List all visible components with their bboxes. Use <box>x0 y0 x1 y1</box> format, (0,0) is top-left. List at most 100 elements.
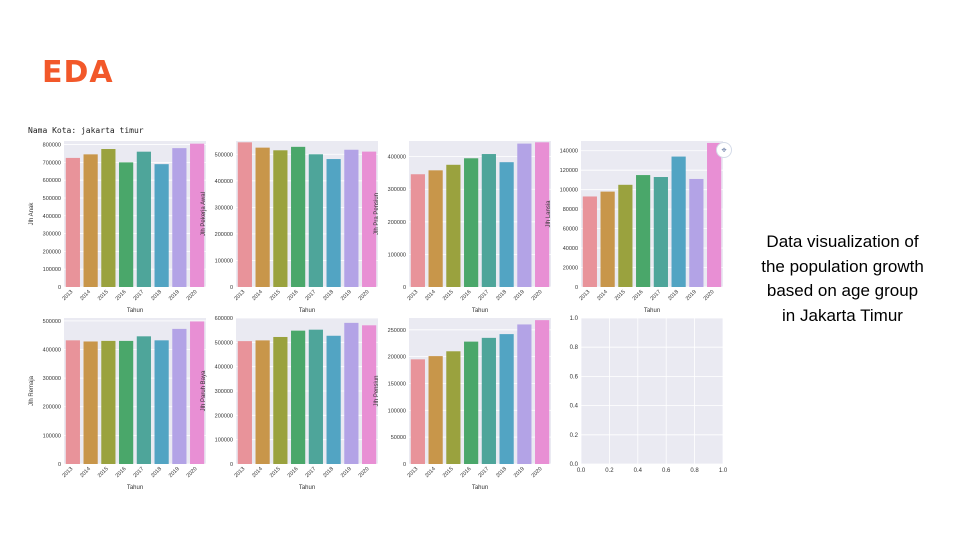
x-tick-label: 2014 <box>79 289 92 302</box>
bar <box>481 337 496 464</box>
y-tick-label: 0 <box>575 285 578 291</box>
y-tick-label: 0 <box>58 462 61 468</box>
bar <box>237 341 252 464</box>
y-tick-label: 200000 <box>215 232 233 238</box>
bar <box>136 336 151 464</box>
x-tick-label: 0.4 <box>634 468 643 474</box>
bar <box>65 340 80 464</box>
bar <box>154 164 169 287</box>
x-tick-label: 2018 <box>495 289 508 302</box>
bar <box>517 324 532 464</box>
y-tick-label: 250000 <box>388 328 406 334</box>
x-tick-label: 2020 <box>358 466 371 479</box>
x-tick-label: 2017 <box>304 289 317 302</box>
x-tick-label: 2019 <box>340 466 353 479</box>
x-axis-label: Tahun <box>299 485 315 491</box>
x-tick-label: 2018 <box>495 466 508 479</box>
x-tick-label: 0.8 <box>690 468 699 474</box>
y-tick-label: 0 <box>230 462 233 468</box>
y-tick-label: 200000 <box>43 405 61 411</box>
y-tick-label: 300000 <box>43 376 61 382</box>
x-axis-label: Tahun <box>472 308 488 314</box>
y-tick-label: 700000 <box>43 160 61 166</box>
y-tick-label: 400000 <box>388 155 406 161</box>
y-tick-label: 400000 <box>43 347 61 353</box>
y-tick-label: 500000 <box>215 152 233 158</box>
y-tick-label: 50000 <box>391 435 406 441</box>
y-axis-label: Jlh Paruh Baya <box>201 370 207 411</box>
y-axis-label: Jlh Lansia <box>546 200 552 228</box>
y-tick-label: 300000 <box>388 187 406 193</box>
y-tick-label: 100000 <box>215 438 233 444</box>
y-tick-label: 200000 <box>388 220 406 226</box>
bar <box>65 157 80 287</box>
x-tick-label: 2013 <box>406 289 419 302</box>
x-tick-label: 2015 <box>269 466 282 479</box>
x-tick-label: 2019 <box>685 289 698 302</box>
bar <box>362 151 377 287</box>
y-tick-label: 600000 <box>43 178 61 184</box>
bar <box>362 325 377 464</box>
y-tick-label: 100000 <box>215 258 233 264</box>
bar <box>172 148 187 287</box>
x-tick-label: 2015 <box>442 466 455 479</box>
chart-empty-axes: 0.0 0.2 0.4 0.6 0.8 1.0 0.0 0.2 0.4 0.6 0.8 1.0 <box>545 312 728 492</box>
x-tick-label: 2019 <box>513 466 526 479</box>
x-axis-label: Tahun <box>127 485 143 491</box>
bar <box>689 178 704 287</box>
y-tick-label: 0 <box>58 285 61 291</box>
x-tick-label: 2014 <box>424 466 437 479</box>
x-tick-label: 2020 <box>358 289 371 302</box>
bar <box>154 340 169 464</box>
x-tick-label: 2020 <box>531 466 544 479</box>
bar <box>446 351 461 464</box>
y-axis-label: Jlh Pekerja Awal <box>201 192 207 236</box>
bar <box>101 340 116 464</box>
y-tick-label: 0.0 <box>570 462 579 468</box>
chart-jlh-paruh-baya: 0 100000 200000 300000 400000 500000 600000 201… <box>200 312 380 492</box>
chart-jlh-remaja: 0 100000 200000 300000 400000 500000 2013 2014 2… <box>28 312 208 492</box>
y-tick-label: 200000 <box>388 355 406 361</box>
y-tick-label: 0.2 <box>570 433 579 439</box>
bar <box>291 330 306 464</box>
bar <box>172 328 187 464</box>
x-tick-label: 2016 <box>460 466 473 479</box>
y-tick-label: 200000 <box>43 249 61 255</box>
y-tick-label: 140000 <box>560 149 578 155</box>
x-tick-label: 2016 <box>632 289 645 302</box>
y-tick-label: 100000 <box>43 267 61 273</box>
y-tick-label: 400000 <box>43 214 61 220</box>
bar <box>499 334 514 464</box>
x-tick-label: 2017 <box>132 289 145 302</box>
y-tick-label: 200000 <box>215 413 233 419</box>
y-tick-label: 0 <box>403 462 406 468</box>
y-tick-label: 120000 <box>560 168 578 174</box>
x-tick-label: 2014 <box>251 466 264 479</box>
bar <box>446 164 461 287</box>
y-axis-label: Jlh Anak <box>29 202 35 226</box>
lens-search-icon[interactable]: ⌖ <box>716 142 732 158</box>
x-tick-label: 2015 <box>269 289 282 302</box>
x-tick-label: 2015 <box>97 466 110 479</box>
bar <box>499 162 514 287</box>
y-tick-label: 500000 <box>43 196 61 202</box>
bar <box>344 322 359 464</box>
y-tick-label: 300000 <box>215 205 233 211</box>
chart-jlh-anak: 0 100000 200000 300000 400000 500000 600000 700… <box>28 135 208 315</box>
y-tick-label: 100000 <box>388 252 406 258</box>
bar <box>653 177 668 287</box>
bar <box>535 142 550 287</box>
y-tick-label: 400000 <box>215 365 233 371</box>
y-axis-label: Jlh Remaja <box>29 375 35 406</box>
y-tick-label: 800000 <box>43 143 61 149</box>
y-tick-label: 600000 <box>215 316 233 322</box>
x-tick-label: 2019 <box>168 289 181 302</box>
bar <box>291 146 306 287</box>
x-tick-label: 2013 <box>61 466 74 479</box>
y-axis-label: Jlh Pensiun <box>374 375 380 406</box>
bar <box>273 150 288 287</box>
y-tick-label: 300000 <box>43 232 61 238</box>
bar <box>428 356 443 464</box>
bar <box>671 156 686 287</box>
y-tick-label: 80000 <box>563 207 578 213</box>
